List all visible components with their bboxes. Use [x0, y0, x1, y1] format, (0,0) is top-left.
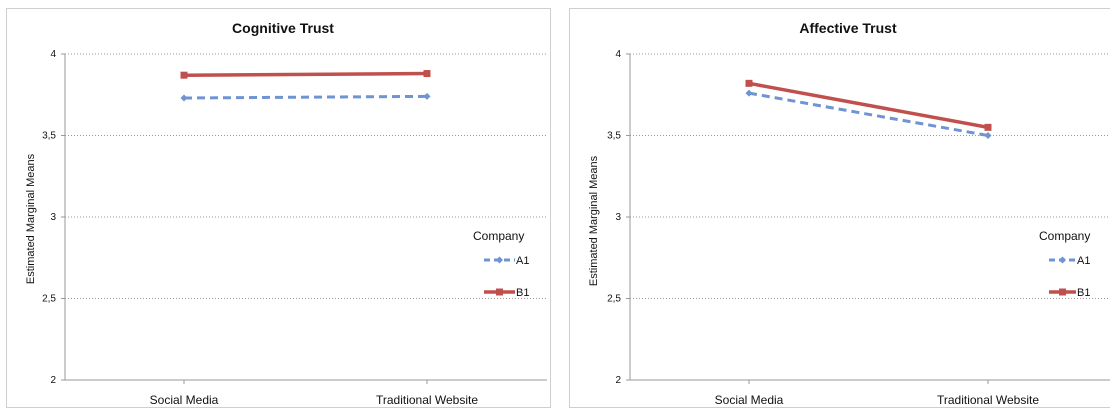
cognitive-trust-svg: Cognitive Trust Estimated Marginal Means… — [25, 20, 547, 407]
legend-marker-a1 — [496, 256, 503, 264]
x-tick-label: Traditional Website — [376, 393, 478, 407]
plot-area: 2 2,5 3 3,5 4 Social Media Traditional Website — [42, 49, 547, 407]
chart-title: Affective Trust — [799, 20, 897, 36]
plot-area: 2 2,5 3 3,5 4 Social Media Traditional Website — [607, 49, 1110, 407]
y-axis-label: Estimated Marginal Means — [25, 153, 37, 284]
data-point-a1 — [745, 89, 753, 97]
series-line-b1 — [183, 71, 428, 77]
data-point-b1 — [180, 71, 188, 79]
data-point-b1 — [984, 123, 992, 131]
y-tick-label: 2,5 — [607, 294, 621, 305]
y-tick-label: 2,5 — [42, 294, 56, 305]
data-point-a1 — [984, 132, 992, 139]
legend-label-a1: A1 — [516, 255, 529, 267]
legend-marker-b1 — [496, 288, 503, 296]
y-tick-label: 2 — [50, 375, 56, 386]
y-tick-label: 2 — [615, 375, 621, 386]
x-tick-label: Traditional Website — [937, 393, 1039, 407]
y-tick-label: 3 — [615, 212, 621, 223]
x-tick-label: Social Media — [150, 393, 219, 407]
legend-title: Company — [1039, 229, 1090, 243]
y-tick-label: 3,5 — [42, 131, 56, 142]
chart-title: Cognitive Trust — [232, 20, 334, 36]
y-tick-label: 4 — [615, 49, 621, 60]
legend-marker-a1 — [1059, 256, 1066, 264]
x-tick-label: Social Media — [715, 393, 784, 407]
data-point-b1 — [745, 79, 753, 87]
y-tick-label: 3,5 — [607, 131, 621, 142]
y-tick-label: 4 — [50, 49, 56, 60]
cognitive-trust-chart: Cognitive Trust Estimated Marginal Means… — [6, 8, 551, 408]
legend: Company A1 B1 — [1039, 229, 1090, 299]
legend-label-b1: B1 — [1077, 287, 1090, 299]
y-axis-label: Estimated Marginal Means — [588, 155, 600, 286]
data-point-a1 — [180, 94, 188, 102]
data-point-a1 — [423, 92, 431, 100]
series-line-a1 — [183, 94, 428, 100]
legend-marker-b1 — [1059, 288, 1066, 296]
legend-label-b1: B1 — [516, 287, 529, 299]
legend-label-a1: A1 — [1077, 255, 1090, 267]
affective-trust-svg: Affective Trust Estimated Marginal Means… — [588, 20, 1110, 407]
affective-trust-chart: Affective Trust Estimated Marginal Means… — [569, 8, 1110, 408]
data-point-b1 — [423, 70, 431, 78]
legend-title: Company — [473, 229, 524, 243]
legend: Company A1 B1 — [473, 229, 529, 299]
y-tick-label: 3 — [50, 212, 56, 223]
series-line-b1 — [748, 81, 989, 130]
series-line-a1 — [748, 91, 989, 137]
